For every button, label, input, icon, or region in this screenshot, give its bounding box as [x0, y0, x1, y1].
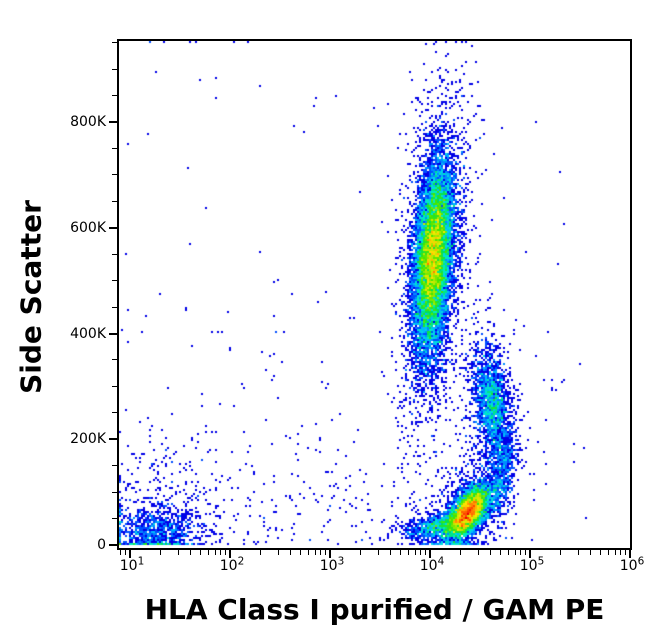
density-scatter-canvas	[119, 41, 630, 548]
x-minor-tick	[220, 550, 222, 555]
x-minor-tick	[525, 550, 527, 555]
y-minor-tick	[112, 95, 117, 97]
x-minor-tick	[490, 550, 492, 555]
x-minor-tick	[407, 550, 409, 555]
y-minor-tick	[112, 491, 117, 493]
y-tick-label: 800K	[70, 114, 106, 130]
x-minor-tick	[377, 550, 379, 555]
y-minor-tick	[112, 68, 117, 70]
x-major-tick	[529, 550, 531, 558]
y-major-tick	[109, 226, 117, 229]
y-minor-tick	[112, 42, 117, 44]
x-minor-tick	[590, 550, 592, 555]
x-minor-tick	[560, 550, 562, 555]
y-major-tick	[109, 438, 117, 441]
x-minor-tick	[360, 550, 362, 555]
x-minor-tick	[290, 550, 292, 555]
x-minor-tick	[499, 550, 501, 555]
x-minor-tick	[207, 550, 209, 555]
x-major-tick	[429, 550, 431, 558]
y-major-tick	[109, 332, 117, 335]
x-minor-tick	[614, 550, 616, 555]
x-major-tick	[329, 550, 331, 558]
y-minor-tick	[112, 385, 117, 387]
x-major-tick	[629, 550, 631, 558]
x-minor-tick	[514, 550, 516, 555]
x-minor-tick	[120, 550, 122, 555]
x-minor-tick	[399, 550, 401, 555]
y-tick-label: 0	[97, 537, 106, 553]
y-tick-label: 400K	[70, 325, 106, 342]
x-tick-label: 102	[219, 555, 245, 574]
x-minor-tick	[477, 550, 479, 555]
x-minor-tick	[577, 550, 579, 555]
y-minor-tick	[112, 200, 117, 202]
x-minor-tick	[160, 550, 162, 555]
x-tick-label: 101	[119, 555, 145, 574]
x-minor-tick	[199, 550, 201, 555]
y-tick-label: 600K	[70, 219, 106, 236]
x-minor-tick	[607, 550, 609, 555]
y-minor-tick	[112, 174, 117, 176]
x-tick-label: 104	[419, 555, 445, 574]
y-minor-tick	[112, 147, 117, 149]
y-minor-tick	[112, 412, 117, 414]
y-major-tick	[109, 544, 117, 546]
x-minor-tick	[390, 550, 392, 555]
y-minor-tick	[112, 465, 117, 467]
x-minor-tick	[425, 550, 427, 555]
x-minor-tick	[190, 550, 192, 555]
y-minor-tick	[112, 280, 117, 282]
x-minor-tick	[507, 550, 509, 555]
x-minor-tick	[177, 550, 179, 555]
y-tick-label: 200K	[70, 431, 106, 448]
x-major-tick	[229, 550, 231, 558]
x-minor-tick	[307, 550, 309, 555]
x-minor-tick	[314, 550, 316, 555]
x-minor-tick	[320, 550, 322, 555]
x-minor-tick	[125, 550, 127, 555]
x-minor-tick	[325, 550, 327, 555]
y-minor-tick	[112, 359, 117, 361]
x-minor-tick	[625, 550, 627, 555]
x-minor-tick	[260, 550, 262, 555]
x-minor-tick	[277, 550, 279, 555]
x-minor-tick	[620, 550, 622, 555]
y-minor-tick	[112, 518, 117, 520]
x-minor-tick	[299, 550, 301, 555]
x-minor-tick	[599, 550, 601, 555]
x-tick-label: 103	[319, 555, 345, 574]
y-minor-tick	[112, 253, 117, 255]
x-major-tick	[129, 550, 131, 558]
y-major-tick	[109, 121, 117, 123]
x-tick-label: 106	[619, 555, 645, 574]
x-minor-tick	[225, 550, 227, 555]
x-minor-tick	[460, 550, 462, 555]
x-minor-tick	[420, 550, 422, 555]
y-minor-tick	[112, 306, 117, 308]
x-minor-tick	[214, 550, 216, 555]
x-tick-label: 105	[519, 555, 545, 574]
x-minor-tick	[414, 550, 416, 555]
x-minor-tick	[520, 550, 522, 555]
plot-area	[117, 39, 632, 550]
x-axis-title: HLA Class I purified / GAM PE	[144, 593, 605, 626]
